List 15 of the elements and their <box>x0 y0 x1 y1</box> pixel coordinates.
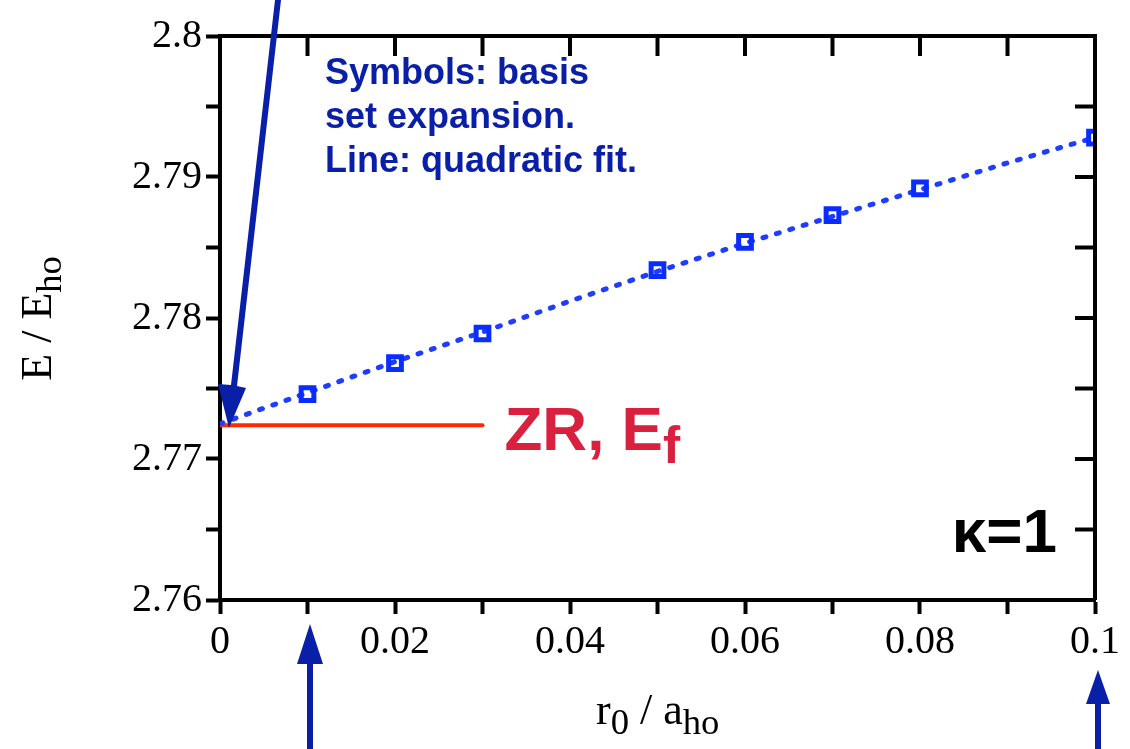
annotation: Symbols: basis set expansion. Line: quadratic fit. <box>325 51 638 180</box>
y-tick-label: 2.79 <box>132 151 202 197</box>
x-tick-label: 0.02 <box>360 616 430 662</box>
y-tick-label: 2.78 <box>132 292 202 338</box>
x-tick-label: 0.04 <box>535 616 605 662</box>
x-tick-label: 0.08 <box>885 616 955 662</box>
y-tick-label: 2.76 <box>132 574 202 620</box>
series-label: ZR, E$_{f}$ <box>504 393 681 476</box>
x-axis-title: r$_{0}$ / a$_{ho}$ <box>596 684 720 743</box>
y-tick-label: 2.77 <box>132 433 202 479</box>
x-tick-label: 0.1 <box>1070 616 1120 662</box>
x-tick-label: 0.06 <box>710 616 780 662</box>
x-tick-label: 0 <box>210 616 230 662</box>
annotation: κ=1 <box>951 496 1057 565</box>
y-tick-label: 2.8 <box>152 10 202 56</box>
